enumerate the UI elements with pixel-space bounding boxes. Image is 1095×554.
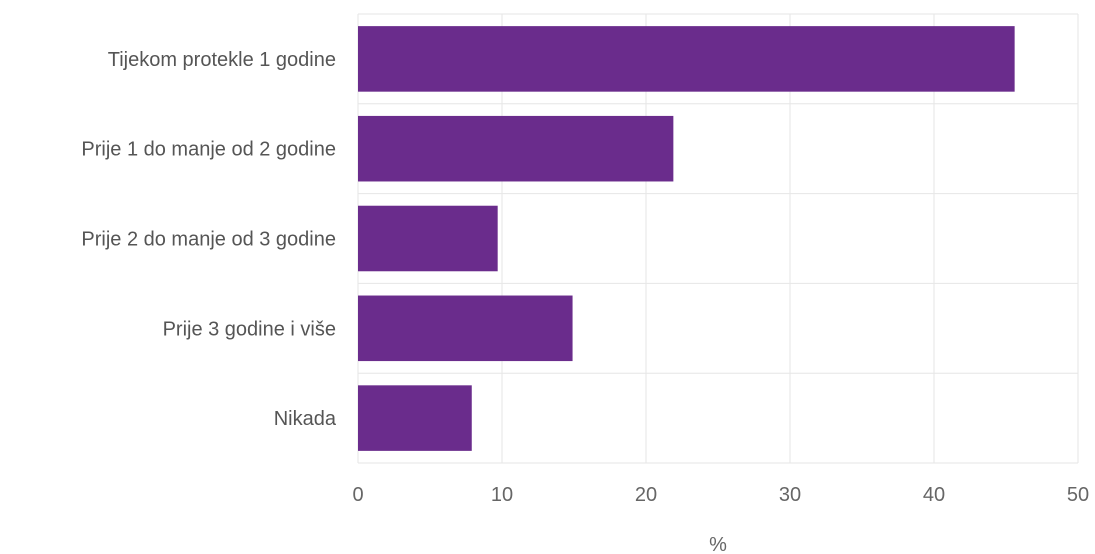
x-tick-label: 0 bbox=[352, 484, 363, 506]
bar bbox=[358, 295, 573, 362]
bar bbox=[358, 205, 498, 272]
bars bbox=[358, 26, 1015, 451]
x-tick-label: 10 bbox=[491, 484, 513, 506]
category-label: Nikada bbox=[274, 408, 337, 430]
x-tick-label: 40 bbox=[923, 484, 945, 506]
x-tick-label: 20 bbox=[635, 484, 657, 506]
x-axis-title: % bbox=[709, 534, 727, 554]
category-label: Tijekom protekle 1 godine bbox=[108, 49, 336, 71]
bar bbox=[358, 26, 1015, 92]
bar bbox=[358, 385, 472, 451]
category-labels: Tijekom protekle 1 godine Prije 1 do manj… bbox=[81, 49, 336, 430]
category-label: Prije 2 do manje od 3 godine bbox=[81, 229, 336, 251]
x-tick-label: 30 bbox=[779, 484, 801, 506]
x-tick-labels: 0 10 20 30 40 50 bbox=[352, 484, 1089, 506]
bar bbox=[358, 115, 674, 182]
x-tick-label: 50 bbox=[1067, 484, 1089, 506]
category-label: Prije 1 do manje od 2 godine bbox=[81, 139, 336, 161]
category-label: Prije 3 godine i više bbox=[163, 318, 336, 340]
